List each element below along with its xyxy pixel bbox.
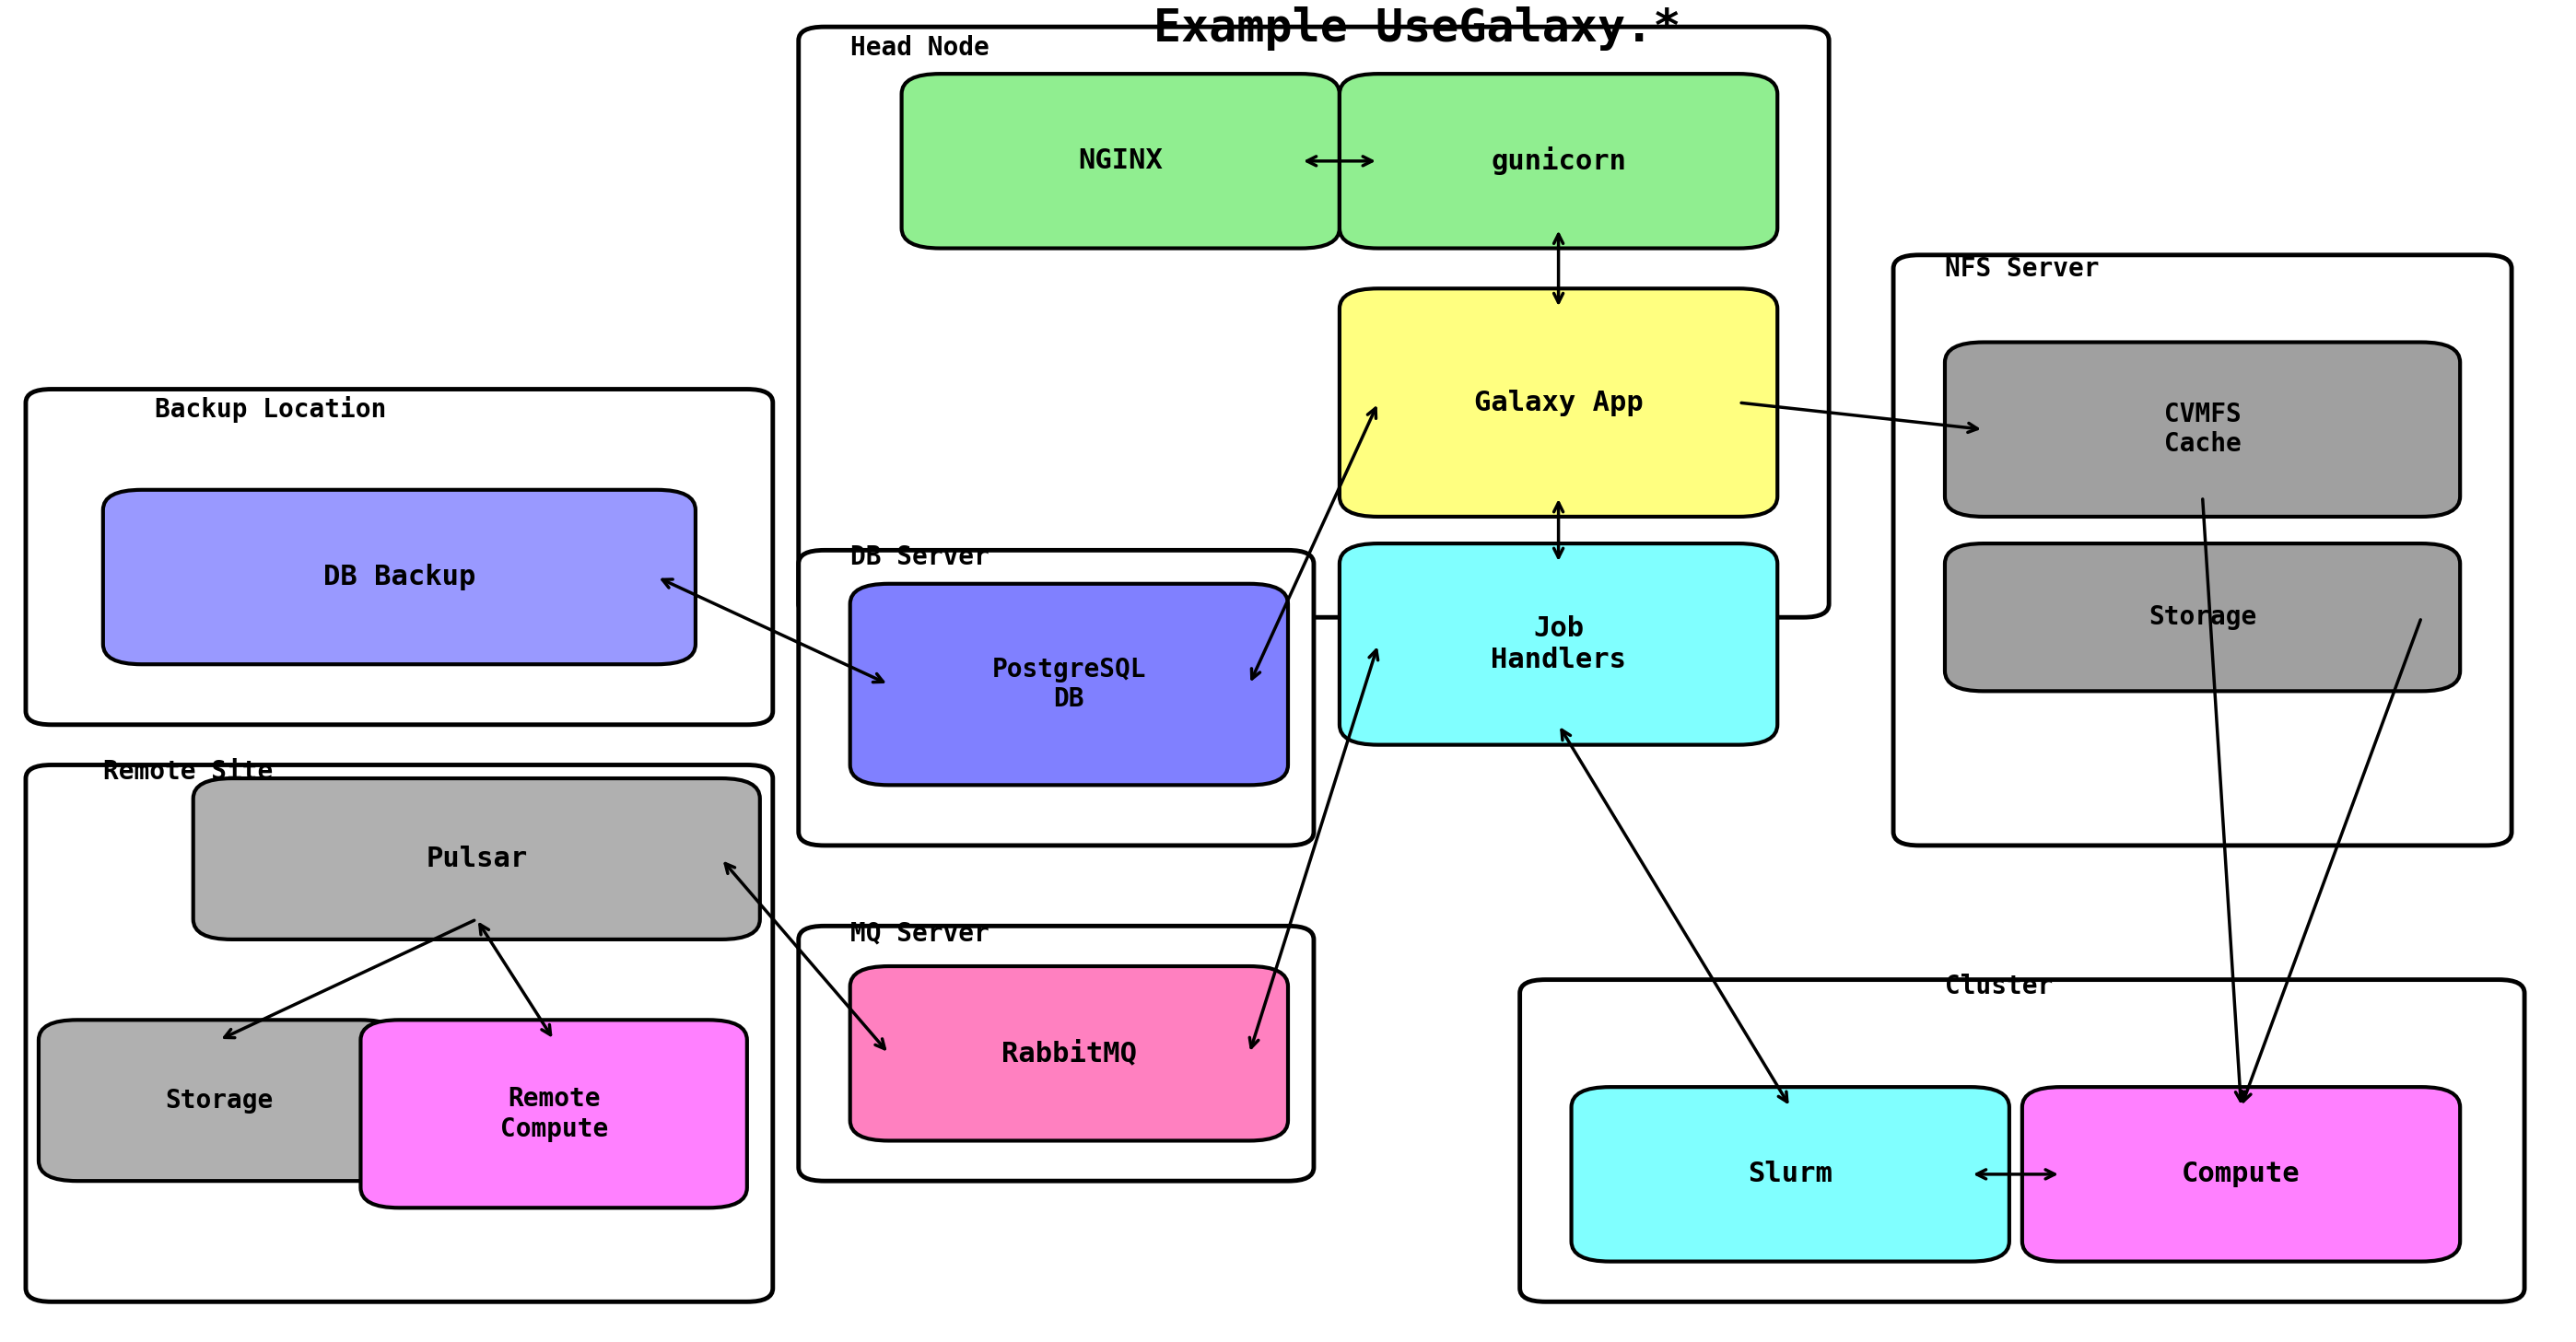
Text: PostgreSQL
DB: PostgreSQL DB bbox=[992, 656, 1146, 713]
Text: NGINX: NGINX bbox=[1079, 148, 1162, 174]
FancyBboxPatch shape bbox=[103, 490, 696, 664]
Text: DB Backup: DB Backup bbox=[322, 564, 477, 590]
FancyBboxPatch shape bbox=[799, 926, 1314, 1181]
Text: Pulsar: Pulsar bbox=[425, 845, 528, 872]
Text: CVMFS
Cache: CVMFS Cache bbox=[2164, 401, 2241, 458]
FancyBboxPatch shape bbox=[1340, 289, 1777, 517]
Text: Remote
Compute: Remote Compute bbox=[500, 1086, 608, 1142]
Text: Head Node: Head Node bbox=[850, 35, 989, 60]
FancyBboxPatch shape bbox=[799, 550, 1314, 845]
FancyBboxPatch shape bbox=[1571, 1087, 2009, 1261]
FancyBboxPatch shape bbox=[1893, 255, 2512, 845]
Text: Remote Site: Remote Site bbox=[103, 760, 273, 785]
FancyBboxPatch shape bbox=[1945, 544, 2460, 691]
FancyBboxPatch shape bbox=[26, 765, 773, 1302]
Text: Galaxy App: Galaxy App bbox=[1473, 389, 1643, 416]
FancyBboxPatch shape bbox=[850, 966, 1288, 1141]
FancyBboxPatch shape bbox=[1520, 980, 2524, 1302]
FancyBboxPatch shape bbox=[193, 778, 760, 939]
Text: Cluster: Cluster bbox=[1945, 974, 2053, 1000]
Text: gunicorn: gunicorn bbox=[1492, 146, 1625, 176]
Text: Compute: Compute bbox=[2182, 1161, 2300, 1188]
Text: Storage: Storage bbox=[165, 1087, 273, 1114]
FancyBboxPatch shape bbox=[850, 584, 1288, 785]
Text: Slurm: Slurm bbox=[1749, 1161, 1832, 1188]
Text: Job
Handlers: Job Handlers bbox=[1492, 616, 1625, 672]
Text: Storage: Storage bbox=[2148, 604, 2257, 631]
Text: DB Server: DB Server bbox=[850, 545, 989, 570]
FancyBboxPatch shape bbox=[2022, 1087, 2460, 1261]
FancyBboxPatch shape bbox=[361, 1020, 747, 1208]
FancyBboxPatch shape bbox=[39, 1020, 399, 1181]
FancyBboxPatch shape bbox=[902, 74, 1340, 248]
FancyBboxPatch shape bbox=[1340, 74, 1777, 248]
FancyBboxPatch shape bbox=[26, 389, 773, 725]
Text: NFS Server: NFS Server bbox=[1945, 256, 2099, 282]
FancyBboxPatch shape bbox=[799, 27, 1829, 617]
Text: Example UseGalaxy.*: Example UseGalaxy.* bbox=[1154, 7, 1680, 51]
Text: MQ Server: MQ Server bbox=[850, 921, 989, 946]
Text: RabbitMQ: RabbitMQ bbox=[1002, 1040, 1136, 1067]
Text: Backup Location: Backup Location bbox=[155, 396, 386, 423]
FancyBboxPatch shape bbox=[1340, 544, 1777, 745]
FancyBboxPatch shape bbox=[1945, 342, 2460, 517]
